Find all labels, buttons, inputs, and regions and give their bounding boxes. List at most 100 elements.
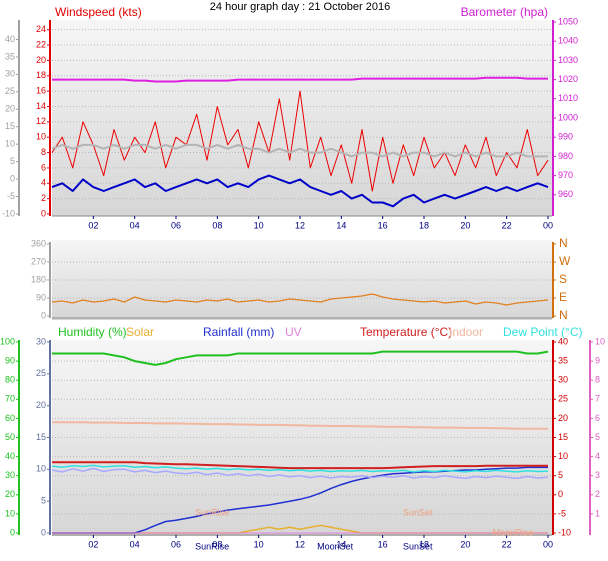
y-tick-label: -10 [2,208,15,218]
y-tick-label: S [559,272,567,286]
y-tick-label: 12 [36,116,46,126]
series-line [51,174,549,208]
y-tick-label: 16 [36,85,46,95]
series-line [51,464,549,473]
y-tick-label: 15 [5,121,15,131]
legend-label: Humidity (%) [58,325,127,339]
y-tick-label: 3 [595,470,600,480]
y-tick-label: 20 [36,400,46,410]
x-tick-label: 22 [502,220,512,230]
annotation: SunSet [403,507,433,517]
y-tick-label: 25 [36,368,46,378]
x-tick-label: 16 [378,220,388,230]
y-tick-label: 6 [595,413,600,423]
x-tick-label: 12 [295,539,305,549]
y-tick-label: 270 [31,256,46,266]
y-tick-label: 22 [36,39,46,49]
y-tick-label: E [559,290,567,304]
x-annotation: SunSet [403,541,433,551]
x-tick-label: 06 [171,539,181,549]
x-tick-label: 20 [460,539,470,549]
y-tick-label: 5 [41,496,46,506]
y-tick-label: 35 [558,355,568,365]
y-tick-label: 30 [558,375,568,385]
panel-background [52,20,552,216]
y-tick-label: 1010 [558,93,578,103]
y-tick-label: 70 [5,394,15,404]
y-tick-label: 40 [5,451,15,461]
y-tick-label: 10 [36,132,46,142]
chart-title: 24 hour graph day : 21 October 2016 [210,1,390,13]
y-tick-label: 7 [595,394,600,404]
y-tick-label: 24 [36,24,46,34]
y-tick-label: 100 [0,336,15,346]
x-annotation: MoonSet [317,541,354,551]
y-tick-label: 9 [595,355,600,365]
x-tick-label: 08 [212,539,222,549]
y-tick-label: 1000 [558,112,578,122]
y-tick-label: 14 [36,101,46,111]
annotation: SunRise [195,507,229,517]
y-tick-label: 80 [5,375,15,385]
y-tick-label: 20 [36,55,46,65]
y-tick-label: 970 [558,170,573,180]
y-tick-label: 40 [558,336,568,346]
y-tick-label: 0 [10,173,15,183]
legend-label: Rainfall (mm) [203,325,274,339]
x-tick-label: 22 [502,539,512,549]
series-line [52,76,548,83]
y-tick-label: 10 [595,336,605,346]
y-tick-label: 1050 [558,16,578,26]
y-tick-label: W [559,254,571,268]
y-tick-label: 4 [41,178,46,188]
y-tick-label: 1030 [558,55,578,65]
y-tick-label: 10 [5,139,15,149]
y-tick-label: 20 [5,104,15,114]
x-tick-label: 20 [460,220,470,230]
legend-label: Dew Point (°C) [503,325,582,339]
x-tick-label: 14 [336,539,346,549]
x-tick-label: 02 [88,539,98,549]
y-tick-label: 180 [31,274,46,284]
y-tick-label: 10 [5,508,15,518]
y-tick-label: 1020 [558,74,578,84]
y-tick-label: 25 [5,86,15,96]
annotation: MoonRise [493,527,534,537]
x-tick-label: 08 [212,220,222,230]
y-tick-label: 15 [558,432,568,442]
y-tick-label: 1040 [558,36,578,46]
y-tick-label: -10 [558,527,571,537]
y-tick-label: 4 [595,451,600,461]
y-tick-label: 1 [595,508,600,518]
y-tick-label: 25 [558,394,568,404]
series-line [52,461,548,470]
axis-label: Windspeed (kts) [55,5,142,19]
y-tick-label: -5 [7,191,15,201]
legend-label: Indoor [449,325,483,339]
series-line [51,143,548,158]
y-tick-label: 30 [5,470,15,480]
y-tick-label: 0 [41,527,46,537]
series-line [52,421,548,430]
y-tick-label: 8 [595,375,600,385]
x-tick-label: 04 [130,220,140,230]
x-tick-label: 14 [336,220,346,230]
y-tick-label: 40 [5,34,15,44]
x-tick-label: 10 [254,539,264,549]
y-tick-label: 2 [41,193,46,203]
series-line [51,467,549,480]
x-tick-label: 04 [130,539,140,549]
y-tick-label: -5 [558,508,566,518]
y-tick-label: 15 [36,432,46,442]
y-tick-label: 20 [5,489,15,499]
y-tick-label: 30 [5,69,15,79]
x-tick-label: 02 [88,220,98,230]
y-tick-label: 20 [558,413,568,423]
y-tick-label: 50 [5,432,15,442]
y-tick-label: 990 [558,132,573,142]
x-tick-label: 10 [254,220,264,230]
y-tick-label: 6 [41,162,46,172]
y-tick-label: 60 [5,413,15,423]
y-tick-label: 8 [41,147,46,157]
